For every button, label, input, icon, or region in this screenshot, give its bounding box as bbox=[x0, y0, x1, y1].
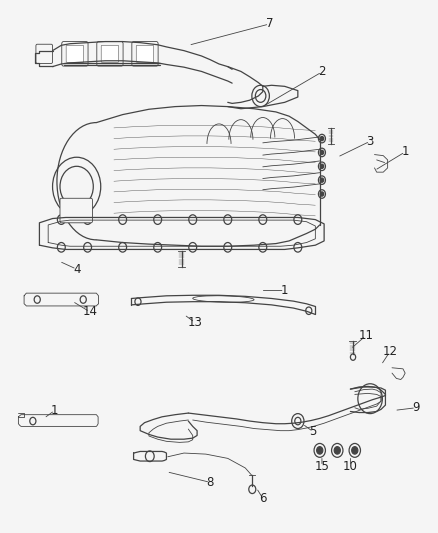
Circle shape bbox=[320, 164, 324, 168]
Text: 9: 9 bbox=[412, 401, 420, 414]
Text: 4: 4 bbox=[73, 263, 81, 276]
Text: 12: 12 bbox=[382, 345, 397, 358]
Text: 7: 7 bbox=[265, 18, 273, 30]
Text: 1: 1 bbox=[281, 284, 289, 297]
Text: 2: 2 bbox=[318, 66, 326, 78]
FancyBboxPatch shape bbox=[132, 42, 158, 66]
Text: 1: 1 bbox=[51, 404, 59, 417]
Text: 8: 8 bbox=[207, 476, 214, 489]
FancyBboxPatch shape bbox=[62, 42, 88, 66]
Text: 3: 3 bbox=[367, 135, 374, 148]
Circle shape bbox=[320, 136, 324, 141]
Text: 6: 6 bbox=[259, 492, 267, 505]
FancyBboxPatch shape bbox=[60, 198, 92, 223]
Circle shape bbox=[320, 192, 324, 196]
Text: 15: 15 bbox=[314, 460, 329, 473]
FancyBboxPatch shape bbox=[36, 44, 53, 63]
FancyBboxPatch shape bbox=[101, 45, 119, 62]
Text: 11: 11 bbox=[358, 329, 373, 342]
Text: 1: 1 bbox=[401, 146, 409, 158]
Text: 10: 10 bbox=[343, 460, 358, 473]
Circle shape bbox=[352, 447, 358, 454]
Circle shape bbox=[320, 178, 324, 182]
Circle shape bbox=[334, 447, 340, 454]
FancyBboxPatch shape bbox=[66, 45, 84, 62]
Text: 13: 13 bbox=[187, 316, 202, 329]
Circle shape bbox=[320, 150, 324, 155]
Text: 5: 5 bbox=[310, 425, 317, 438]
Circle shape bbox=[317, 447, 323, 454]
Text: 14: 14 bbox=[82, 305, 97, 318]
FancyBboxPatch shape bbox=[97, 42, 123, 66]
FancyBboxPatch shape bbox=[136, 45, 154, 62]
